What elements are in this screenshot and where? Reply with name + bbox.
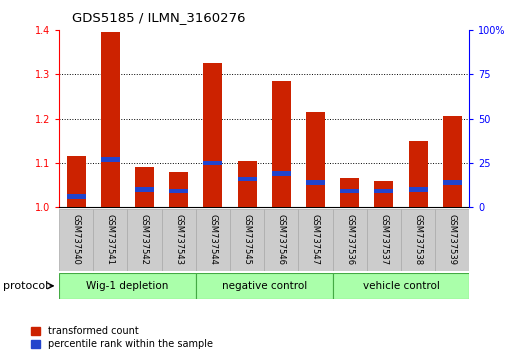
Bar bbox=[299, 209, 332, 271]
Text: GSM737542: GSM737542 bbox=[140, 215, 149, 265]
Bar bbox=[435, 209, 469, 271]
Bar bbox=[264, 209, 299, 271]
Text: GDS5185 / ILMN_3160276: GDS5185 / ILMN_3160276 bbox=[72, 11, 245, 24]
Bar bbox=[332, 273, 469, 299]
Text: protocol: protocol bbox=[3, 281, 48, 291]
Bar bbox=[93, 209, 127, 271]
Bar bbox=[204, 161, 222, 165]
Bar bbox=[230, 209, 264, 271]
Text: vehicle control: vehicle control bbox=[363, 281, 440, 291]
Text: GSM737538: GSM737538 bbox=[413, 214, 423, 266]
Bar bbox=[306, 180, 325, 184]
Bar bbox=[169, 172, 188, 207]
Bar bbox=[272, 81, 291, 207]
Bar bbox=[101, 157, 120, 161]
Bar bbox=[67, 156, 86, 207]
Legend: transformed count, percentile rank within the sample: transformed count, percentile rank withi… bbox=[30, 326, 213, 349]
Bar bbox=[340, 189, 359, 193]
Bar bbox=[127, 209, 162, 271]
Bar bbox=[135, 167, 154, 207]
Bar bbox=[204, 63, 222, 207]
Bar bbox=[272, 171, 291, 176]
Text: GSM737543: GSM737543 bbox=[174, 214, 183, 266]
Text: GSM737544: GSM737544 bbox=[208, 215, 218, 265]
Bar bbox=[59, 273, 196, 299]
Text: Wig-1 depletion: Wig-1 depletion bbox=[86, 281, 169, 291]
Text: GSM737540: GSM737540 bbox=[72, 215, 81, 265]
Bar bbox=[443, 116, 462, 207]
Text: GSM737545: GSM737545 bbox=[243, 215, 251, 265]
Bar bbox=[67, 194, 86, 199]
Bar bbox=[238, 161, 256, 207]
Text: GSM737536: GSM737536 bbox=[345, 214, 354, 266]
Bar bbox=[169, 189, 188, 193]
Bar bbox=[409, 141, 427, 207]
Bar bbox=[374, 181, 393, 207]
Bar bbox=[340, 178, 359, 207]
Bar bbox=[196, 273, 332, 299]
Text: GSM737537: GSM737537 bbox=[380, 214, 388, 266]
Bar bbox=[401, 209, 435, 271]
Text: negative control: negative control bbox=[222, 281, 307, 291]
Bar bbox=[101, 32, 120, 207]
Bar bbox=[374, 189, 393, 193]
Bar bbox=[238, 177, 256, 181]
Bar bbox=[367, 209, 401, 271]
Bar bbox=[135, 187, 154, 192]
Text: GSM737546: GSM737546 bbox=[277, 214, 286, 266]
Bar bbox=[196, 209, 230, 271]
Text: GSM737547: GSM737547 bbox=[311, 214, 320, 266]
Text: GSM737539: GSM737539 bbox=[448, 214, 457, 266]
Text: GSM737541: GSM737541 bbox=[106, 215, 115, 265]
Bar bbox=[409, 187, 427, 192]
Bar bbox=[59, 209, 93, 271]
Bar bbox=[306, 112, 325, 207]
Bar bbox=[332, 209, 367, 271]
Bar bbox=[162, 209, 196, 271]
Bar bbox=[443, 180, 462, 184]
